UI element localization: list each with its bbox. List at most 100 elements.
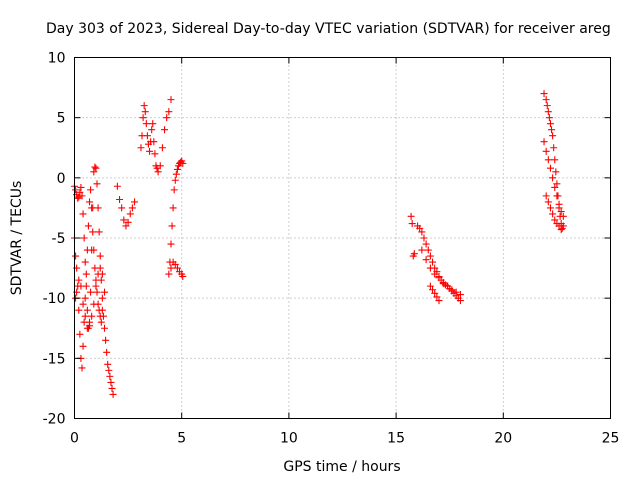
data-point [90, 300, 98, 308]
chart-title: Day 303 of 2023, Sidereal Day-to-day VTE… [46, 21, 611, 37]
x-tick-label: 10 [280, 431, 298, 447]
data-point [131, 198, 139, 206]
data-point [101, 324, 109, 332]
data-point [426, 252, 434, 260]
data-point [435, 274, 443, 282]
data-point [456, 297, 464, 305]
data-point [542, 192, 550, 200]
data-point [88, 312, 96, 320]
data-point [431, 270, 439, 278]
data-point [109, 390, 117, 398]
data-point [96, 252, 104, 260]
data-point [542, 96, 550, 104]
data-point [122, 222, 130, 230]
data-point [433, 293, 441, 301]
data-point [107, 378, 115, 386]
data-point [448, 286, 456, 294]
y-tick-label: -5 [52, 231, 66, 247]
data-point [171, 176, 179, 184]
data-point [165, 270, 173, 278]
data-point [74, 194, 82, 202]
data-point [128, 204, 136, 212]
data-point [126, 210, 134, 218]
data-point [88, 204, 96, 212]
data-point [102, 336, 110, 344]
data-point [76, 330, 84, 338]
data-points [71, 90, 567, 398]
x-tick-label: 15 [387, 431, 405, 447]
data-point [79, 210, 87, 218]
data-point [179, 273, 187, 281]
data-point [83, 246, 91, 254]
data-point [150, 138, 158, 146]
data-point [142, 120, 150, 128]
data-point [422, 240, 430, 248]
data-point [96, 264, 104, 272]
data-point [83, 306, 91, 314]
data-point [546, 204, 554, 212]
data-point [173, 165, 181, 173]
data-point [104, 360, 112, 368]
data-point [416, 224, 424, 232]
data-point [171, 260, 179, 268]
data-point [98, 294, 106, 302]
data-point [140, 102, 148, 110]
data-point [92, 282, 100, 290]
data-point [86, 322, 94, 330]
data-point [553, 192, 561, 200]
x-tick-label: 20 [494, 431, 512, 447]
data-point [410, 250, 418, 258]
data-point [143, 132, 151, 140]
data-point [80, 318, 88, 326]
grid-lines [74, 57, 611, 419]
data-point [118, 204, 126, 212]
data-point [424, 246, 432, 254]
x-tick-label: 0 [70, 431, 79, 447]
data-point [173, 264, 181, 272]
data-point [172, 170, 180, 178]
data-point [149, 120, 157, 128]
data-point [540, 90, 548, 98]
data-point [422, 256, 430, 264]
data-point [78, 364, 86, 372]
data-point [167, 264, 175, 272]
data-point [559, 212, 567, 220]
data-point [92, 276, 100, 284]
data-point [418, 246, 426, 254]
data-point [456, 291, 464, 299]
data-point [84, 222, 92, 230]
data-point [552, 168, 560, 176]
data-point [408, 220, 416, 228]
data-point [407, 212, 415, 220]
data-point [553, 180, 561, 188]
data-point [540, 138, 548, 146]
data-point [429, 286, 437, 294]
data-point [544, 156, 552, 164]
data-point [548, 126, 556, 134]
data-point [151, 150, 159, 158]
data-point [137, 144, 145, 152]
data-point [103, 348, 111, 356]
data-point [170, 186, 178, 194]
data-point [72, 186, 80, 194]
data-point [116, 195, 124, 203]
x-axis-label: GPS time / hours [283, 459, 400, 475]
data-point [146, 147, 154, 155]
data-point [120, 216, 128, 224]
data-point [544, 108, 552, 116]
data-point [542, 147, 550, 155]
x-tick-label: 5 [177, 431, 186, 447]
data-point [163, 114, 171, 122]
y-tick-label: 10 [48, 51, 66, 67]
y-tick-label: 0 [57, 171, 66, 187]
data-point [156, 162, 164, 170]
data-point [93, 180, 101, 188]
data-point [97, 318, 105, 326]
data-point [555, 200, 563, 208]
data-point [105, 366, 113, 374]
data-point [551, 156, 559, 164]
data-point [80, 234, 88, 242]
data-point [439, 280, 447, 288]
data-point [79, 300, 87, 308]
